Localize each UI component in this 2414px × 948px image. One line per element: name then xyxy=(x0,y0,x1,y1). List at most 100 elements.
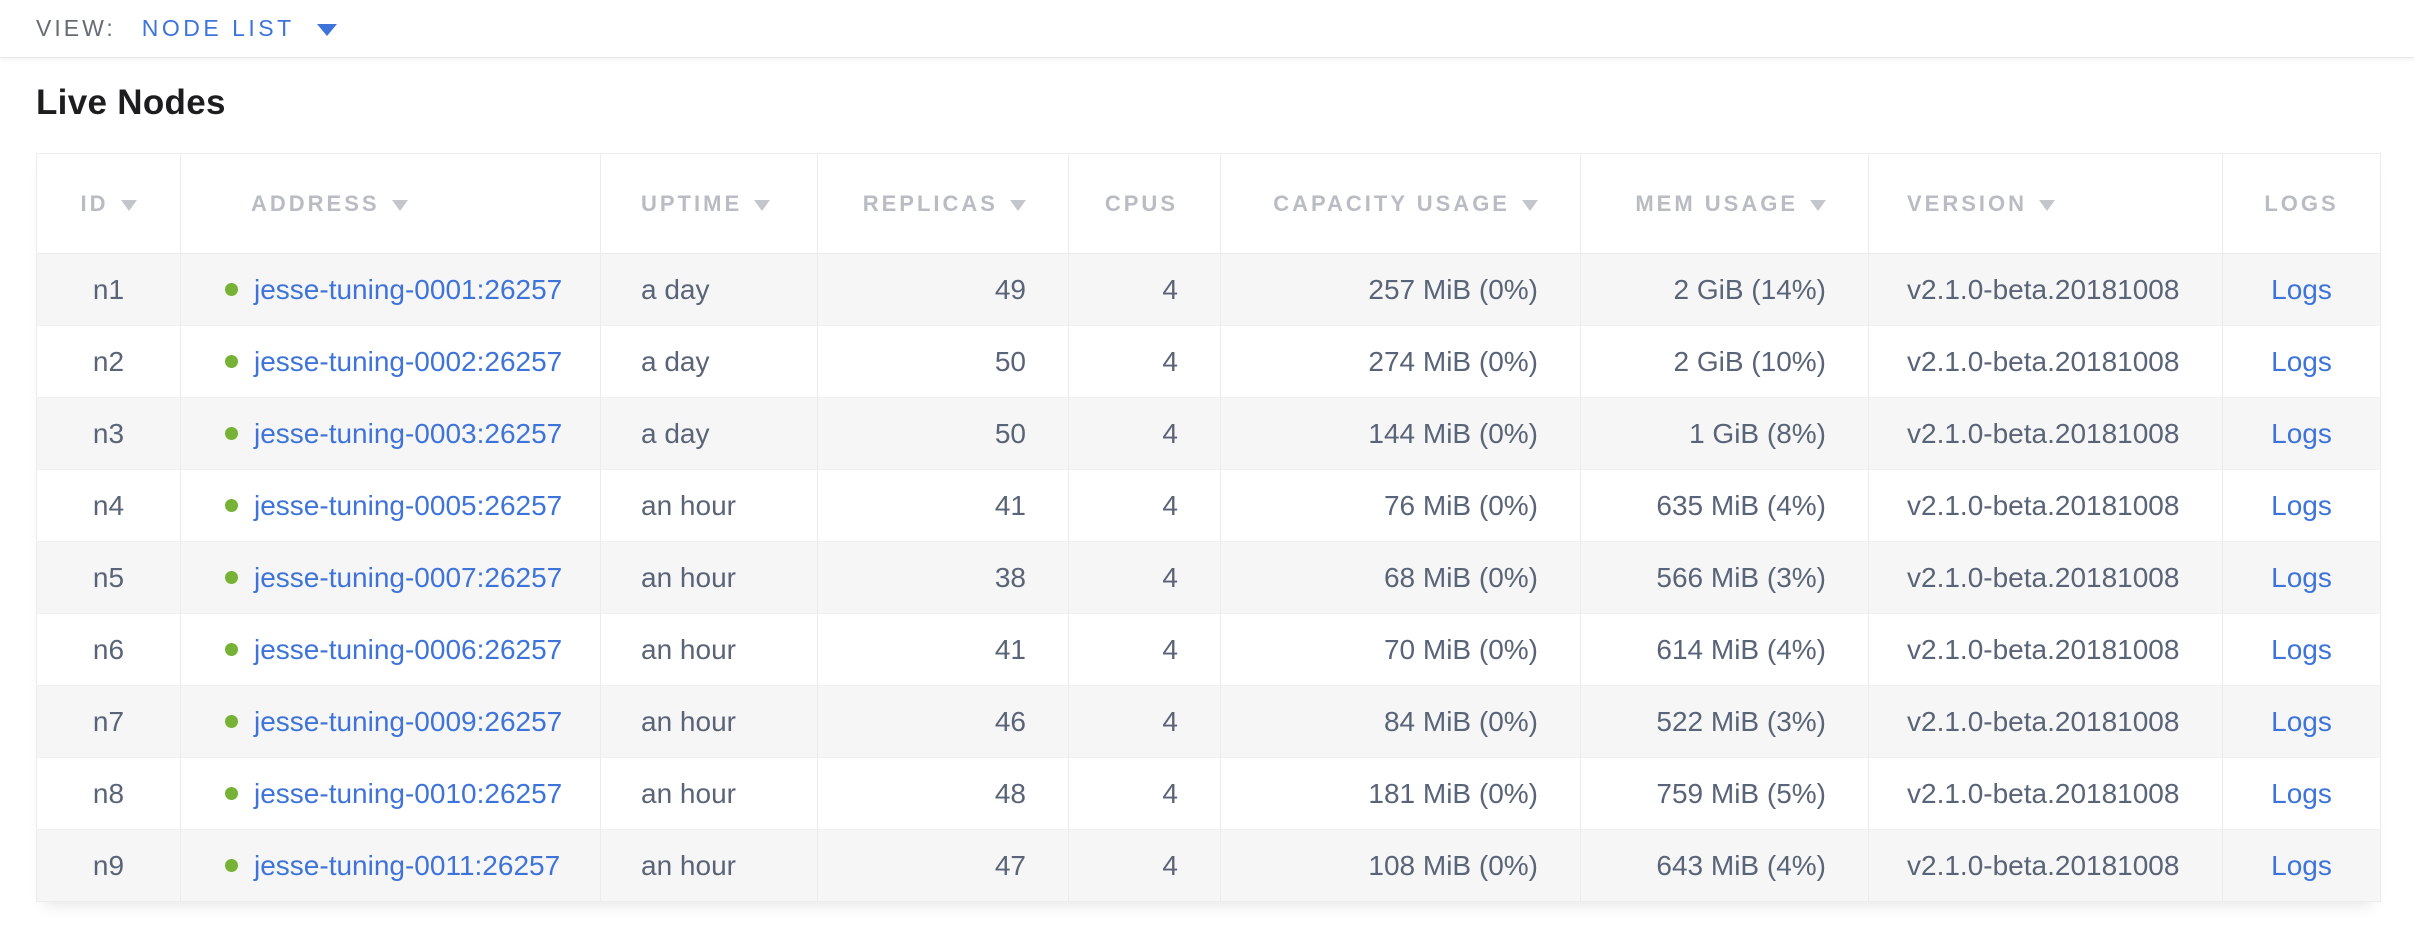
table-cell-replicas: 50 xyxy=(817,397,1069,470)
table-cell-replicas: 46 xyxy=(817,685,1069,758)
table-cell-logs: Logs xyxy=(2222,685,2381,758)
node-capacity-usage: 68 MiB (0%) xyxy=(1383,561,1538,593)
table-cell-logs: Logs xyxy=(2222,541,2381,614)
node-capacity-usage: 274 MiB (0%) xyxy=(1368,345,1538,377)
node-mem-usage: 614 MiB (4%) xyxy=(1656,633,1826,665)
table-cell-id: n1 xyxy=(36,253,181,326)
node-mem-usage: 1 GiB (8%) xyxy=(1689,417,1826,449)
table-cell-replicas: 41 xyxy=(817,613,1069,686)
node-capacity-usage: 144 MiB (0%) xyxy=(1368,417,1538,449)
node-mem-usage: 2 GiB (14%) xyxy=(1673,273,1827,305)
column-header-mem-usage[interactable]: MEM USAGE xyxy=(1580,153,1869,254)
node-replicas: 41 xyxy=(994,633,1026,665)
node-logs-link[interactable]: Logs xyxy=(2271,561,2332,593)
table-cell-replicas: 41 xyxy=(817,469,1069,542)
table-cell-version: v2.1.0-beta.20181008 xyxy=(1868,469,2223,542)
table-cell-version: v2.1.0-beta.20181008 xyxy=(1868,325,2223,398)
column-header-label: ADDRESS xyxy=(251,190,380,216)
column-header-label: MEM USAGE xyxy=(1635,190,1798,216)
node-id: n7 xyxy=(92,705,125,737)
node-address-link[interactable]: jesse-tuning-0006:26257 xyxy=(254,633,563,665)
node-id: n6 xyxy=(92,633,125,665)
table-cell-uptime: an hour xyxy=(600,757,818,830)
table-cell-uptime: an hour xyxy=(600,685,818,758)
table-cell-address: jesse-tuning-0002:26257 xyxy=(180,325,601,398)
column-header-address[interactable]: ADDRESS xyxy=(180,153,601,254)
table-cell-capacity: 144 MiB (0%) xyxy=(1220,397,1581,470)
node-address-link[interactable]: jesse-tuning-0002:26257 xyxy=(254,345,563,377)
column-header-id[interactable]: ID xyxy=(36,153,181,254)
node-logs-link[interactable]: Logs xyxy=(2271,705,2332,737)
node-address-link[interactable]: jesse-tuning-0001:26257 xyxy=(254,273,563,305)
node-version: v2.1.0-beta.20181008 xyxy=(1907,561,2180,593)
node-cpus: 4 xyxy=(1162,489,1178,521)
table-cell-logs: Logs xyxy=(2222,613,2381,686)
node-logs-link[interactable]: Logs xyxy=(2271,777,2332,809)
table-cell-capacity: 274 MiB (0%) xyxy=(1220,325,1581,398)
node-capacity-usage: 70 MiB (0%) xyxy=(1383,633,1538,665)
view-label: VIEW: xyxy=(36,15,116,41)
page-title: Live Nodes xyxy=(36,83,226,122)
table-cell-replicas: 48 xyxy=(817,757,1069,830)
node-address-link[interactable]: jesse-tuning-0009:26257 xyxy=(254,705,563,737)
node-address-link[interactable]: jesse-tuning-0005:26257 xyxy=(254,489,563,521)
column-header-uptime[interactable]: UPTIME xyxy=(600,153,818,254)
node-id: n8 xyxy=(92,777,125,809)
node-address-link[interactable]: jesse-tuning-0003:26257 xyxy=(254,417,563,449)
node-mem-usage: 759 MiB (5%) xyxy=(1656,777,1826,809)
view-selector-bar: VIEW: NODE LIST xyxy=(0,0,2414,58)
node-logs-link[interactable]: Logs xyxy=(2271,273,2332,305)
node-cpus: 4 xyxy=(1162,417,1178,449)
table-cell-cpus: 4 xyxy=(1068,541,1221,614)
table-cell-id: n8 xyxy=(36,757,181,830)
column-header-cpus: CPUS xyxy=(1068,153,1221,254)
node-id: n5 xyxy=(92,561,125,593)
table-cell-cpus: 4 xyxy=(1068,829,1221,902)
node-version: v2.1.0-beta.20181008 xyxy=(1907,417,2180,449)
node-mem-usage: 566 MiB (3%) xyxy=(1656,561,1826,593)
table-cell-id: n9 xyxy=(36,829,181,902)
table-cell-logs: Logs xyxy=(2222,397,2381,470)
column-header-replicas[interactable]: REPLICAS xyxy=(817,153,1069,254)
table-cell-capacity: 76 MiB (0%) xyxy=(1220,469,1581,542)
node-logs-link[interactable]: Logs xyxy=(2271,345,2332,377)
node-replicas: 50 xyxy=(994,417,1026,449)
column-header-label: CPUS xyxy=(1104,190,1178,216)
sort-desc-icon xyxy=(120,199,137,211)
node-uptime: an hour xyxy=(641,561,736,593)
table-row: n6 jesse-tuning-0006:26257 an hour 41 4 70 Mi… xyxy=(36,613,2381,686)
node-address-link[interactable]: jesse-tuning-0011:26257 xyxy=(254,849,561,881)
table-cell-logs: Logs xyxy=(2223,254,2381,326)
table-cell-cpus: 4 xyxy=(1068,757,1221,830)
column-header-version[interactable]: VERSION xyxy=(1868,153,2223,254)
node-mem-usage: 2 GiB (10%) xyxy=(1673,345,1827,377)
column-header-capacity-usage[interactable]: CAPACITY USAGE xyxy=(1220,153,1581,254)
node-logs-link[interactable]: Logs xyxy=(2271,633,2332,665)
table-cell-capacity: 70 MiB (0%) xyxy=(1220,613,1581,686)
node-version: v2.1.0-beta.20181008 xyxy=(1907,633,2180,665)
node-cpus: 4 xyxy=(1162,705,1178,737)
table-cell-logs: Logs xyxy=(2222,829,2381,902)
table-row: n1 jesse-tuning-0001:26257 a day 49 4 257 MiB… xyxy=(36,253,2381,326)
node-live-icon xyxy=(225,354,238,368)
node-version: v2.1.0-beta.20181008 xyxy=(1907,849,2180,881)
node-logs-link[interactable]: Logs xyxy=(2271,417,2332,449)
table-cell-capacity: 181 MiB (0%) xyxy=(1220,757,1581,830)
node-logs-link[interactable]: Logs xyxy=(2271,849,2332,881)
table-cell-uptime: an hour xyxy=(600,829,818,902)
table-row: n3 jesse-tuning-0003:26257 a day 50 4 144 MiB… xyxy=(36,397,2381,470)
node-address-link[interactable]: jesse-tuning-0007:26257 xyxy=(254,561,563,593)
node-uptime: an hour xyxy=(641,849,736,881)
view-selected-value: NODE LIST xyxy=(141,15,295,41)
view-selector-dropdown[interactable]: NODE LIST xyxy=(142,15,337,42)
table-cell-replicas: 47 xyxy=(817,829,1069,902)
table-cell-address: jesse-tuning-0005:26257 xyxy=(180,469,601,542)
node-address-link[interactable]: jesse-tuning-0010:26257 xyxy=(254,777,563,809)
chevron-down-icon xyxy=(316,24,337,36)
node-live-icon xyxy=(225,426,238,440)
node-capacity-usage: 76 MiB (0%) xyxy=(1383,489,1538,521)
table-cell-mem: 2 GiB (10%) xyxy=(1580,325,1869,398)
node-logs-link[interactable]: Logs xyxy=(2271,489,2332,521)
column-header-label: ID xyxy=(80,190,109,216)
node-live-icon xyxy=(225,786,238,800)
